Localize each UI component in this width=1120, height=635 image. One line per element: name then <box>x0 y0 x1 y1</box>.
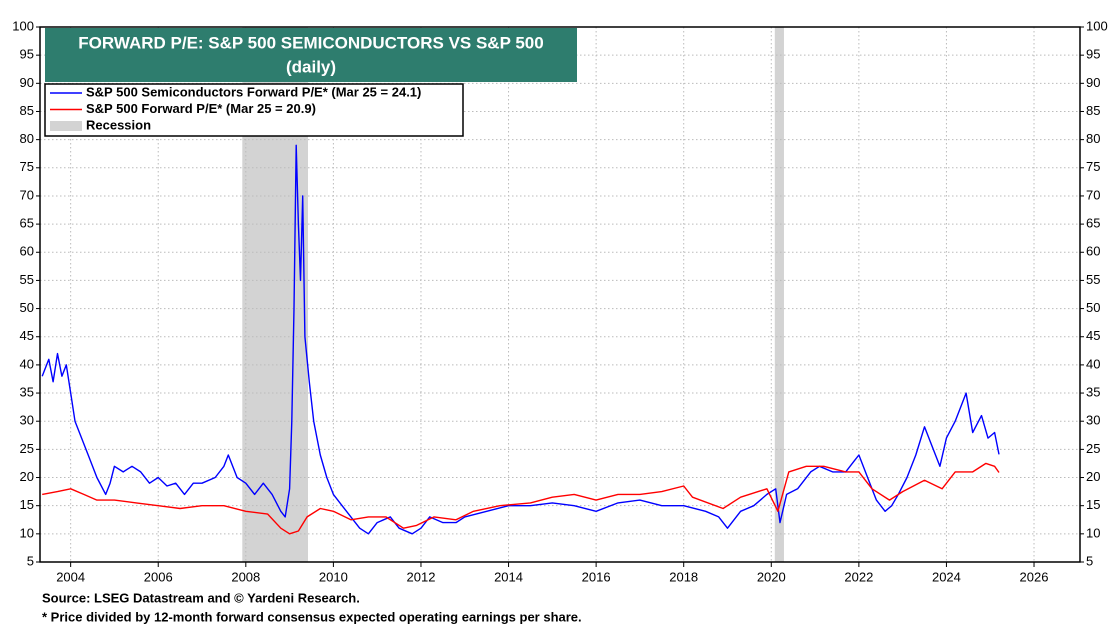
y2-tick-label: 65 <box>1086 216 1100 231</box>
y-tick-label: 15 <box>20 497 34 512</box>
title-box <box>45 28 577 82</box>
y-tick-label: 25 <box>20 441 34 456</box>
y-tick-label: 55 <box>20 272 34 287</box>
x-tick-label: 2014 <box>494 569 523 584</box>
y-tick-label: 80 <box>20 131 34 146</box>
y2-tick-label: 5 <box>1086 553 1093 568</box>
y-tick-label: 45 <box>20 328 34 343</box>
y2-tick-label: 15 <box>1086 497 1100 512</box>
y-tick-label: 10 <box>20 525 34 540</box>
chart-title: FORWARD P/E: S&P 500 SEMICONDUCTORS VS S… <box>78 33 543 52</box>
x-tick-label: 2020 <box>757 569 786 584</box>
series-line <box>42 462 1000 535</box>
y-tick-label: 5 <box>27 553 34 568</box>
y2-tick-label: 35 <box>1086 384 1100 399</box>
legend-box <box>44 83 464 137</box>
y2-tick-label: 80 <box>1086 131 1100 146</box>
y-tick-label: 40 <box>20 356 34 371</box>
legend-swatch <box>50 121 82 131</box>
x-tick-label: 2008 <box>231 569 260 584</box>
recession-band <box>774 27 784 562</box>
y2-tick-label: 90 <box>1086 75 1100 90</box>
y2-tick-label: 75 <box>1086 159 1100 174</box>
y-tick-label: 60 <box>20 244 34 259</box>
series-line <box>41 144 1000 535</box>
y-tick-label: 100 <box>12 18 34 33</box>
y2-tick-label: 30 <box>1086 413 1100 428</box>
y2-tick-label: 40 <box>1086 356 1100 371</box>
y-tick-label: 65 <box>20 216 34 231</box>
y2-tick-label: 20 <box>1086 469 1100 484</box>
legend: S&P 500 Semiconductors Forward P/E* (Mar… <box>50 84 421 132</box>
y2-tick-label: 60 <box>1086 244 1100 259</box>
y2-tick-label: 70 <box>1086 187 1100 202</box>
y2-tick-label: 85 <box>1086 103 1100 118</box>
footnote: * Price divided by 12-month forward cons… <box>42 609 582 624</box>
y-tick-label: 95 <box>20 47 34 62</box>
y2-tick-label: 100 <box>1086 18 1108 33</box>
source: Source: LSEG Datastream and © Yardeni Re… <box>42 590 360 605</box>
legend-label: S&P 500 Semiconductors Forward P/E* (Mar… <box>86 84 421 99</box>
y-tick-label: 50 <box>20 300 34 315</box>
x-tick-label: 2010 <box>319 569 348 584</box>
x-tick-label: 2022 <box>844 569 873 584</box>
y2-tick-label: 55 <box>1086 272 1100 287</box>
y2-tick-label: 10 <box>1086 525 1100 540</box>
y-tick-label: 30 <box>20 413 34 428</box>
chart-subtitle: (daily) <box>286 57 336 76</box>
legend-label: Recession <box>86 117 151 132</box>
y2-tick-label: 45 <box>1086 328 1100 343</box>
legend-label: S&P 500 Forward P/E* (Mar 25 = 20.9) <box>86 101 316 116</box>
y-tick-label: 90 <box>20 75 34 90</box>
y-tick-label: 35 <box>20 384 34 399</box>
x-tick-label: 2006 <box>144 569 173 584</box>
plot-frame <box>39 26 1081 563</box>
y2-tick-label: 25 <box>1086 441 1100 456</box>
x-tick-label: 2004 <box>56 569 85 584</box>
x-tick-label: 2018 <box>669 569 698 584</box>
y-tick-label: 20 <box>20 469 34 484</box>
y2-tick-label: 50 <box>1086 300 1100 315</box>
y2-tick-label: 95 <box>1086 47 1100 62</box>
x-tick-label: 2016 <box>582 569 611 584</box>
x-tick-label: 2024 <box>932 569 961 584</box>
x-tick-label: 2026 <box>1020 569 1049 584</box>
y-tick-label: 75 <box>20 159 34 174</box>
y-tick-label: 85 <box>20 103 34 118</box>
x-tick-label: 2012 <box>407 569 436 584</box>
y-tick-label: 70 <box>20 187 34 202</box>
